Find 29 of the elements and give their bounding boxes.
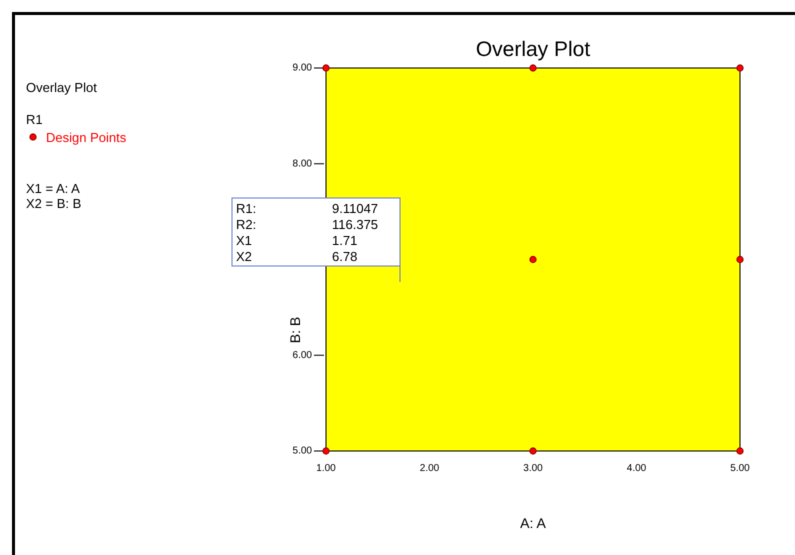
x-axis-title: A: A	[520, 515, 546, 531]
x-tick-label: 1.00	[316, 463, 336, 474]
chart-title: Overlay Plot	[476, 38, 590, 61]
x-tick-label: 4.00	[626, 463, 647, 474]
text: R2: 116.375	[236, 217, 378, 232]
text: Overlay Plot	[26, 80, 98, 95]
y-tick-label: 9.00	[292, 62, 312, 74]
x-tick-label: 2.00	[420, 463, 440, 474]
y-tick-label: 6.00	[292, 350, 312, 361]
y-tick-label: 5.00	[292, 446, 312, 457]
point	[736, 256, 744, 264]
point	[736, 64, 744, 72]
text: X1 1.71	[236, 233, 358, 248]
point	[322, 447, 330, 455]
legend-title: R1	[26, 112, 43, 127]
x-tick-label: 3.00	[523, 463, 544, 474]
legend-label: Design Points	[46, 130, 127, 145]
point	[529, 256, 537, 264]
text: X2 = B: B	[26, 196, 82, 211]
point	[529, 447, 537, 455]
text: X1 = A: A	[26, 181, 80, 196]
point	[529, 64, 537, 72]
text: R1: 9.11047	[236, 201, 378, 216]
point	[736, 447, 744, 455]
y-axis-title: B: B	[287, 316, 303, 344]
point	[322, 64, 330, 72]
x-tick-label: 5.00	[730, 463, 750, 474]
text: X2 6.78	[236, 249, 358, 264]
y-tick-label: 8.00	[292, 158, 312, 170]
